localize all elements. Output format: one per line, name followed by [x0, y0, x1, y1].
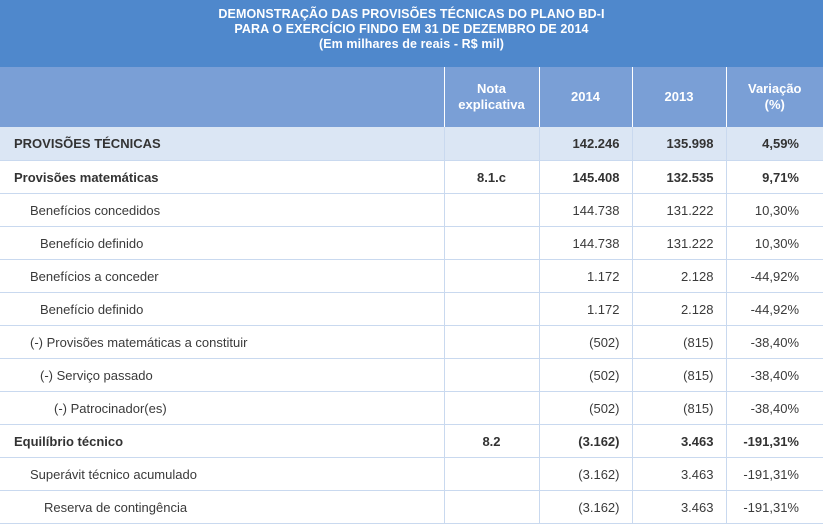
header-description — [0, 67, 444, 127]
row-value-2013: 2.128 — [631, 292, 726, 326]
row-label: Reserva de contingência — [0, 490, 444, 524]
table-row: Provisões matemáticas 8.1.c 145.408 132.… — [0, 160, 823, 194]
row-variation: 10,30% — [725, 193, 823, 227]
row-value-2014: 1.172 — [538, 292, 632, 326]
row-value-2014: 145.408 — [538, 160, 632, 194]
header-var-line-2: (%) — [764, 97, 785, 112]
row-nota — [443, 358, 539, 392]
header-nota-line-1: Nota — [477, 81, 506, 96]
provisions-table: Nota explicativa 2014 2013 Variação (%) … — [0, 67, 823, 524]
header-2014: 2014 — [538, 67, 632, 127]
row-nota — [443, 457, 539, 491]
row-label: PROVISÕES TÉCNICAS — [0, 127, 444, 161]
title-line-2: PARA O EXERCÍCIO FINDO EM 31 DE DEZEMBRO… — [234, 22, 589, 36]
row-value-2013: 2.128 — [631, 259, 726, 293]
row-value-2013: (815) — [631, 358, 726, 392]
row-value-2013: 131.222 — [631, 193, 726, 227]
table-row: PROVISÕES TÉCNICAS 142.246 135.998 4,59% — [0, 127, 823, 161]
row-value-2014: 144.738 — [538, 193, 632, 227]
row-nota: 8.2 — [443, 424, 539, 458]
row-label: (-) Provisões matemáticas a constituir — [0, 325, 444, 359]
row-value-2013: 3.463 — [631, 490, 726, 524]
row-variation: -38,40% — [725, 325, 823, 359]
row-value-2014: (3.162) — [538, 490, 632, 524]
row-label: Benefício definido — [0, 226, 444, 260]
row-value-2013: 3.463 — [631, 457, 726, 491]
header-nota-line-2: explicativa — [458, 97, 525, 112]
row-nota: 8.1.c — [443, 160, 539, 194]
title-line-3: (Em milhares de reais - R$ mil) — [318, 37, 505, 51]
table-row: Equilíbrio técnico 8.2 (3.162) 3.463 -19… — [0, 424, 823, 458]
title-line-1: DEMONSTRAÇÃO DAS PROVISÕES TÉCNICAS DO P… — [218, 7, 605, 21]
row-value-2014: (3.162) — [538, 457, 632, 491]
table-row: Benefício definido 144.738 131.222 10,30… — [0, 226, 823, 260]
statement-title: DEMONSTRAÇÃO DAS PROVISÕES TÉCNICAS DO P… — [0, 0, 823, 67]
row-value-2014: 142.246 — [538, 127, 632, 161]
row-variation: -44,92% — [725, 292, 823, 326]
row-value-2014: (502) — [538, 325, 632, 359]
table-row: Benefícios a conceder 1.172 2.128 -44,92… — [0, 259, 823, 293]
table-row: Benefícios concedidos 144.738 131.222 10… — [0, 193, 823, 227]
row-variation: -191,31% — [725, 457, 823, 491]
row-value-2013: (815) — [631, 325, 726, 359]
row-variation: -44,92% — [725, 259, 823, 293]
table-row: (-) Serviço passado (502) (815) -38,40% — [0, 358, 823, 392]
row-label: Equilíbrio técnico — [0, 424, 444, 458]
row-nota — [443, 127, 539, 161]
header-var-line-1: Variação — [748, 81, 802, 96]
row-value-2013: 131.222 — [631, 226, 726, 260]
row-value-2013: (815) — [631, 391, 726, 425]
row-value-2014: 144.738 — [538, 226, 632, 260]
row-nota — [443, 193, 539, 227]
header-nota: Nota explicativa — [443, 67, 539, 127]
table-header-row: Nota explicativa 2014 2013 Variação (%) — [0, 67, 823, 127]
row-label: Provisões matemáticas — [0, 160, 444, 194]
header-variacao: Variação (%) — [725, 67, 823, 127]
header-2013: 2013 — [631, 67, 726, 127]
table-row: (-) Patrocinador(es) (502) (815) -38,40% — [0, 391, 823, 425]
row-value-2014: (3.162) — [538, 424, 632, 458]
row-variation: -38,40% — [725, 391, 823, 425]
row-label: Benefícios a conceder — [0, 259, 444, 293]
row-variation: 9,71% — [725, 160, 823, 194]
row-value-2014: (502) — [538, 391, 632, 425]
row-variation: -38,40% — [725, 358, 823, 392]
row-label: (-) Patrocinador(es) — [0, 391, 444, 425]
row-value-2013: 132.535 — [631, 160, 726, 194]
row-value-2013: 3.463 — [631, 424, 726, 458]
row-variation: 10,30% — [725, 226, 823, 260]
row-nota — [443, 226, 539, 260]
row-label: Benefícios concedidos — [0, 193, 444, 227]
row-nota — [443, 490, 539, 524]
row-nota — [443, 325, 539, 359]
row-label: Benefício definido — [0, 292, 444, 326]
row-label: Superávit técnico acumulado — [0, 457, 444, 491]
row-variation: -191,31% — [725, 424, 823, 458]
table-row: Reserva de contingência (3.162) 3.463 -1… — [0, 490, 823, 524]
row-value-2014: (502) — [538, 358, 632, 392]
row-nota — [443, 292, 539, 326]
row-variation: -191,31% — [725, 490, 823, 524]
row-nota — [443, 391, 539, 425]
table-row: Superávit técnico acumulado (3.162) 3.46… — [0, 457, 823, 491]
row-label: (-) Serviço passado — [0, 358, 444, 392]
table-row: (-) Provisões matemáticas a constituir (… — [0, 325, 823, 359]
row-nota — [443, 259, 539, 293]
row-value-2014: 1.172 — [538, 259, 632, 293]
row-variation: 4,59% — [725, 127, 823, 161]
table-row: Benefício definido 1.172 2.128 -44,92% — [0, 292, 823, 326]
row-value-2013: 135.998 — [631, 127, 726, 161]
